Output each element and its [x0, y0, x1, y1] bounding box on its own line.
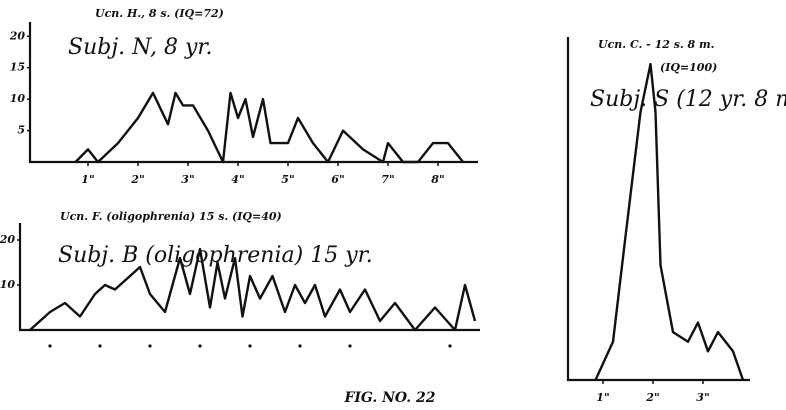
chart-title: Ucn. C. - 12 s. 8 m.: [598, 38, 715, 51]
x-tick-label: 3": [181, 173, 194, 186]
x-tick: [298, 344, 301, 347]
y-tick-label: 15: [10, 61, 25, 74]
x-tick-label: 4": [231, 173, 244, 186]
x-tick-label: 3": [696, 391, 709, 404]
x-tick-label: 2": [645, 391, 659, 404]
x-tick-label: 1": [596, 391, 609, 404]
y-tick-label: 10: [0, 278, 15, 291]
chart-title: Ucn. H., 8 s. (IQ=72): [95, 7, 224, 20]
figure-caption: FIG. NO. 22: [343, 390, 435, 406]
x-tick: [448, 344, 451, 347]
y-tick-label: 20: [0, 233, 15, 246]
x-tick-label: 2": [130, 173, 144, 186]
x-tick: [148, 344, 151, 347]
y-tick-label: 10: [10, 92, 26, 105]
annotation: (IQ=100): [660, 61, 717, 74]
x-tick-label: 8": [431, 173, 444, 186]
y-tick-label: 5: [17, 124, 25, 137]
x-tick-label: 1": [81, 173, 94, 186]
x-tick: [48, 344, 51, 347]
chart-subtitle: Subj. N, 8 yr.: [68, 35, 212, 60]
x-tick-label: 7": [381, 173, 394, 186]
chart-subtitle: Subj. B (oligophrenia) 15 yr.: [58, 243, 373, 268]
y-tick-label: 20: [9, 29, 26, 42]
trace: [76, 93, 464, 162]
x-tick-label: 6": [331, 173, 344, 186]
x-tick: [248, 344, 251, 347]
chart-title: Ucn. F. (oligophrenia) 15 s. (IQ=40): [60, 210, 282, 223]
figure: FIG. NO. 22 Ucn. H., 8 s. (IQ=72) Subj. N…: [0, 0, 786, 410]
x-tick-label: 5": [281, 173, 294, 186]
x-tick: [198, 344, 201, 347]
chart-subtitle: Subj. S (12 yr. 8 m.): [590, 87, 786, 112]
x-tick: [98, 344, 101, 347]
x-tick: [348, 344, 351, 347]
